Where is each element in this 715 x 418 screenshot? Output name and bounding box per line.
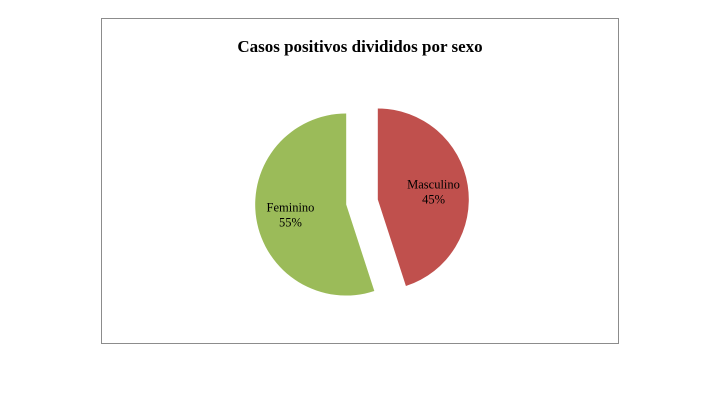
pie-chart: Masculino 45% Feminino 55% [255, 108, 469, 296]
pie-slice-feminino [255, 113, 375, 296]
chart-frame: Casos positivos divididos por sexo Mascu… [101, 18, 619, 344]
slice-label-masculino: Masculino [407, 178, 460, 192]
pie-slice-masculino [377, 108, 469, 287]
chart-title: Casos positivos divididos por sexo [237, 37, 483, 56]
slice-percent-feminino: 55% [279, 215, 302, 229]
slice-label-feminino: Feminino [267, 200, 315, 214]
slice-percent-masculino: 45% [422, 193, 445, 207]
